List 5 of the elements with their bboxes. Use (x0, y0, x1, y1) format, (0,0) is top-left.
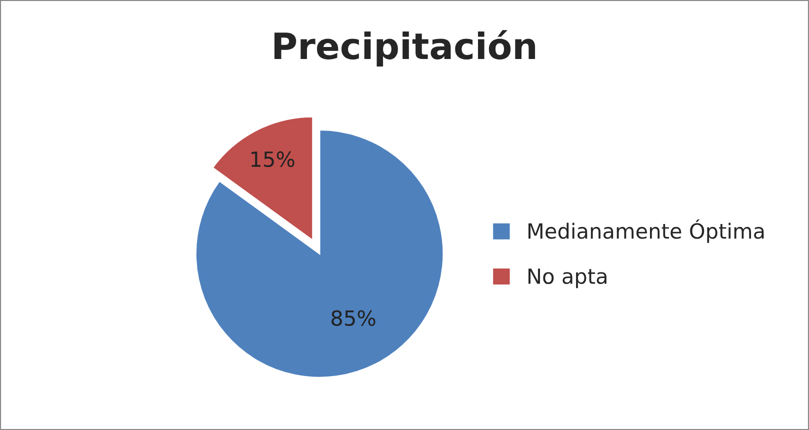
data-label: 85% (332, 310, 376, 326)
data-label: 15% (251, 151, 294, 168)
chart-title: Precipitación (274, 30, 536, 66)
legend-label: No apta (528, 268, 606, 288)
legend-label: Medianamente Óptima (528, 219, 764, 243)
